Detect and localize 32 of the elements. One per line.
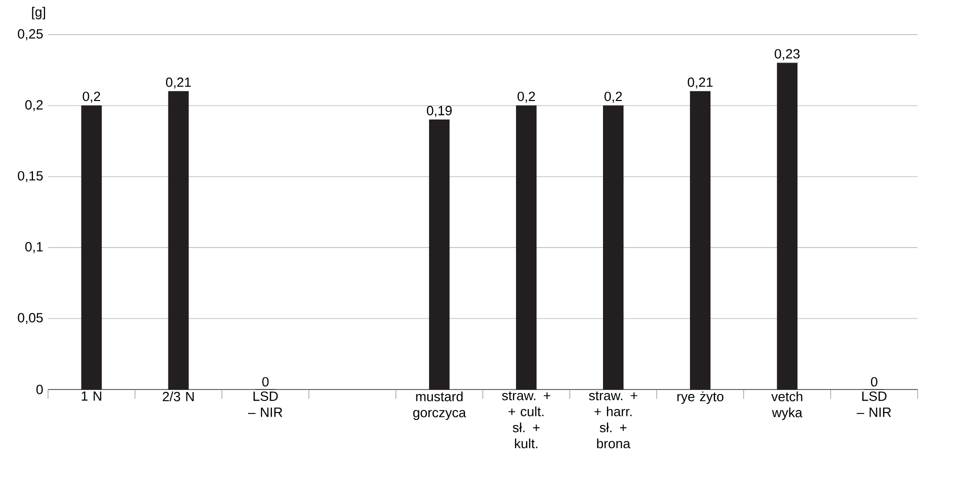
x-tick-label: vetch wyka [771,392,802,420]
x-tick-label: LSD – NIR [856,392,891,417]
data-label: 0,2 [82,92,100,103]
y-tick-label: 0,05 [18,313,43,324]
x-tick-label: straw. + + harr. sł. + brona [589,392,638,448]
data-label: 0,21 [688,78,713,89]
data-label: 0 [870,377,878,387]
y-tick-label: 0,15 [18,171,43,182]
data-label: 0,2 [518,92,535,103]
y-tick-label: 0 [36,384,43,394]
y-tick-label: 0,1 [25,242,43,254]
x-tick-label: 2/3 N [162,392,194,402]
data-label: 0 [262,377,269,387]
y-tick-label: 0,2 [25,100,43,112]
y-tick-label: 0,25 [18,29,43,40]
bar [776,62,798,390]
x-tick-label: 1 N [82,392,102,401]
bar [690,91,711,390]
x-tick-label: rye żyto [677,392,724,404]
y-axis-title: [g] [32,6,46,20]
bar [603,105,624,390]
bar [429,120,450,390]
bar [81,105,102,390]
x-tick-label: mustard gorczyca [413,392,466,420]
bar [168,91,189,390]
x-tick-label: straw. + + cult. sł. + kult. [502,392,550,448]
data-label: 0,21 [166,78,191,89]
data-label: 0,23 [774,49,800,60]
bar [516,105,537,390]
data-label: 0,2 [604,92,622,103]
x-tick-label: LSD – NIR [248,392,282,417]
data-label: 0,19 [426,106,452,117]
